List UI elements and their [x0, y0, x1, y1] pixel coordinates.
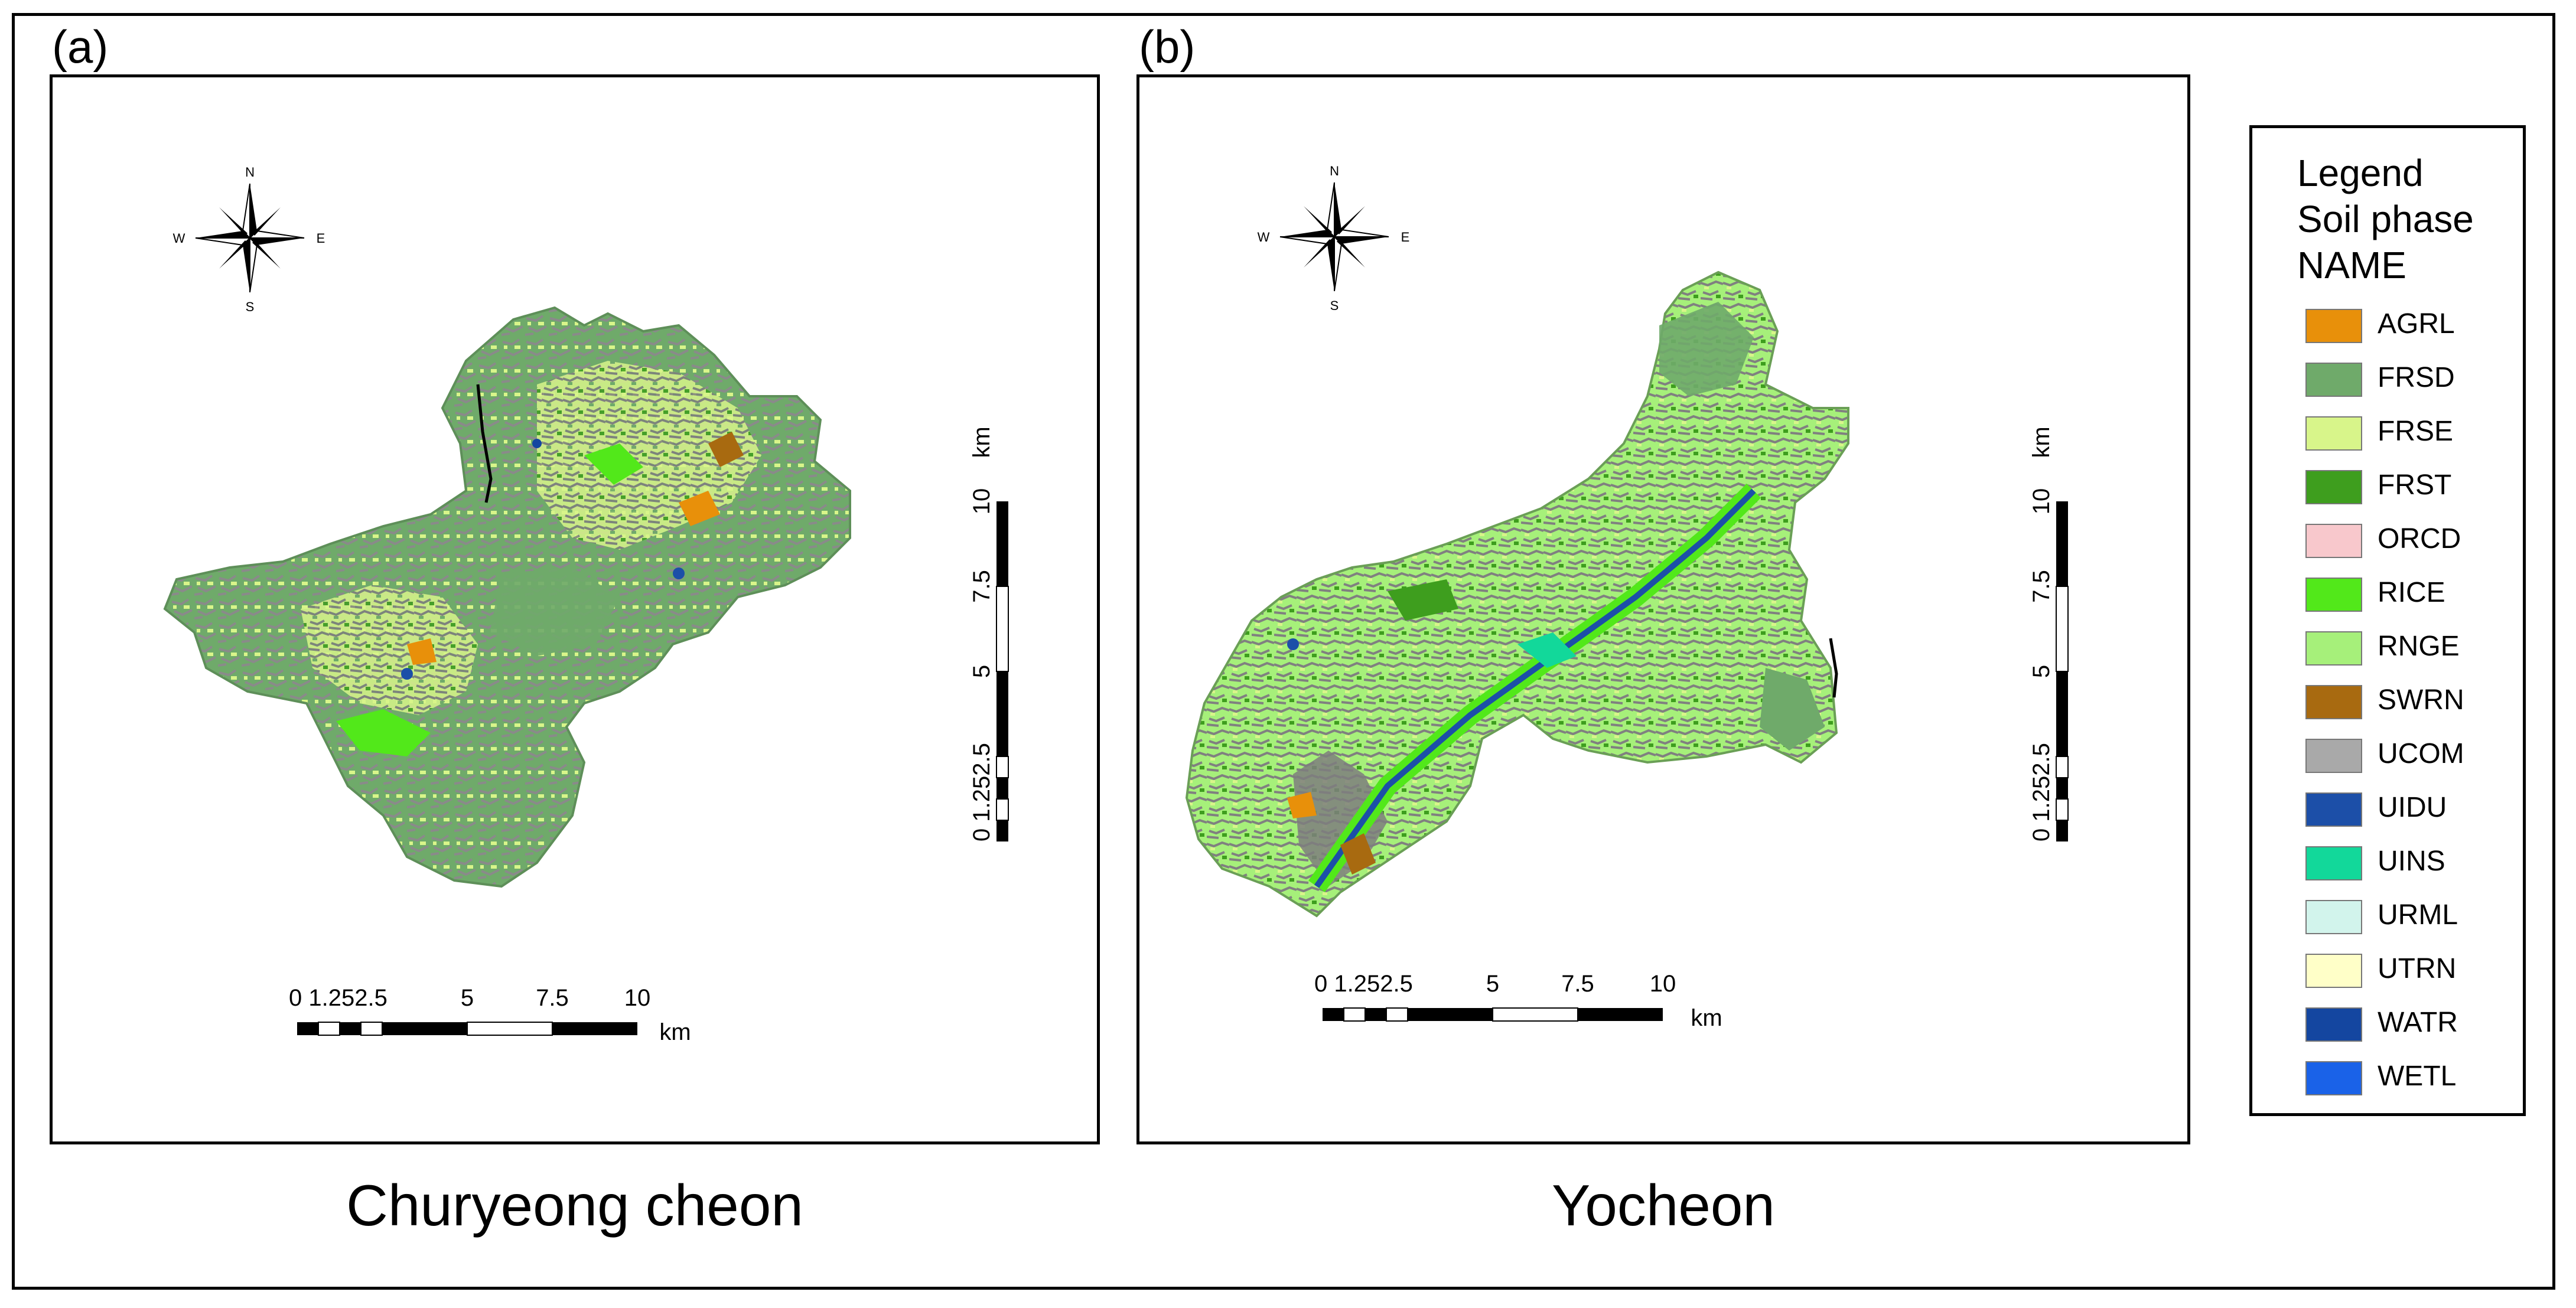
legend-swatch [2305, 1061, 2362, 1095]
hscale-b-10: 10 [1650, 971, 1676, 997]
vscale-a-low: 0 1.252.5 [969, 743, 995, 841]
vscale-b-7-5: 7.5 [2028, 570, 2054, 603]
legend-label: RNGE [2378, 631, 2460, 662]
legend-item: UINS [2305, 844, 2518, 884]
legend: Legend Soil phase NAME AGRL FRSD FRSE FRST O… [2249, 125, 2526, 1116]
legend-label: UINS [2378, 846, 2445, 877]
vscale-b-low: 0 1.252.5 [2028, 743, 2054, 841]
map-frame-churyeong: N S E W [50, 74, 1100, 1144]
legend-swatch [2305, 524, 2362, 558]
legend-swatch [2305, 739, 2362, 773]
legend-label: UTRN [2378, 953, 2457, 984]
vscale-a-unit: km [969, 426, 995, 458]
hscale-a-10: 10 [624, 985, 651, 1011]
legend-label: URML [2378, 899, 2458, 931]
legend-label: UCOM [2378, 738, 2464, 769]
legend-swatch [2305, 363, 2362, 397]
vscale-b-unit: km [2028, 426, 2054, 458]
legend-label: UIDU [2378, 792, 2447, 823]
vscale-a-10: 10 [969, 488, 995, 515]
legend-item: URML [2305, 898, 2518, 938]
legend-field-name: NAME [2297, 244, 2406, 286]
hscale-a-unit: km [659, 1019, 691, 1045]
legend-label: WETL [2378, 1061, 2457, 1092]
legend-item: RNGE [2305, 629, 2518, 669]
legend-swatch [2305, 846, 2362, 880]
hscale-b-low: 0 1.252.5 [1314, 971, 1413, 997]
legend-label: ORCD [2378, 523, 2461, 554]
legend-swatch [2305, 954, 2362, 988]
legend-swatch [2305, 1007, 2362, 1042]
caption-churyeong: Churyeong cheon [346, 1173, 803, 1238]
legend-label: WATR [2378, 1007, 2458, 1038]
legend-swatch [2305, 309, 2362, 343]
caption-yocheon: Yocheon [1552, 1173, 1775, 1238]
vertical-scale-bar-a: 0 1.252.5 5 7.5 10 km [969, 426, 1009, 841]
legend-item: WETL [2305, 1059, 2518, 1099]
legend-item: FRSE [2305, 414, 2518, 454]
hscale-b-5: 5 [1486, 971, 1499, 997]
legend-item: ORCD [2305, 521, 2518, 562]
legend-item: WATR [2305, 1005, 2518, 1045]
legend-item: FRST [2305, 468, 2518, 508]
legend-swatch [2305, 792, 2362, 827]
legend-item: FRSD [2305, 360, 2518, 400]
hscale-b-7-5: 7.5 [1561, 971, 1594, 997]
vertical-scale-bar-b: 0 1.252.5 5 7.5 10 km [2028, 426, 2069, 841]
compass-s: S [1330, 298, 1339, 313]
vscale-b-10: 10 [2028, 488, 2054, 515]
compass-w: W [173, 231, 185, 246]
compass-n: N [1330, 164, 1339, 178]
map-yocheon: N S E W [1185, 164, 2069, 1031]
legend-label: SWRN [2378, 684, 2464, 716]
legend-subtitle: Soil phase [2297, 198, 2474, 240]
vscale-b-5: 5 [2028, 665, 2054, 678]
legend-item: RICE [2305, 575, 2518, 615]
legend-label: RICE [2378, 577, 2445, 608]
horizontal-scale-bar-b: 0 1.252.5 5 7.5 10 km [1314, 971, 1722, 1031]
compass-n: N [245, 165, 255, 180]
legend-swatch [2305, 900, 2362, 934]
hscale-b-unit: km [1691, 1005, 1722, 1031]
compass-w: W [1258, 230, 1270, 244]
legend-item: AGRL [2305, 306, 2518, 347]
compass-e: E [1401, 230, 1410, 244]
compass-rose-b: N S E W [1258, 164, 1410, 313]
legend-swatch [2305, 631, 2362, 666]
figure-border [12, 13, 2555, 1290]
legend-label: FRSE [2378, 416, 2454, 447]
legend-title: Legend [2297, 152, 2424, 194]
panel-a-label: (a) [52, 21, 109, 73]
panel-b-label: (b) [1139, 21, 1196, 73]
legend-swatch [2305, 470, 2362, 504]
map-churyeong: N S E W [163, 165, 1009, 1045]
legend-swatch [2305, 578, 2362, 612]
hscale-a-5: 5 [461, 985, 474, 1011]
watershed-yocheon [1185, 270, 1849, 918]
legend-label: FRST [2378, 469, 2452, 501]
hscale-a-low: 0 1.252.5 [289, 985, 387, 1011]
horizontal-scale-bar-a: 0 1.252.5 5 7.5 10 km [289, 985, 691, 1045]
legend-item: SWRN [2305, 683, 2518, 723]
legend-label: FRSD [2378, 362, 2455, 393]
compass-e: E [317, 231, 325, 246]
legend-swatch [2305, 416, 2362, 451]
legend-swatch [2305, 685, 2362, 719]
compass-rose-a: N S E W [173, 165, 325, 314]
legend-item: UTRN [2305, 951, 2518, 991]
legend-item: UIDU [2305, 790, 2518, 830]
vscale-a-7-5: 7.5 [969, 570, 995, 603]
vscale-a-5: 5 [969, 665, 995, 678]
map-frame-yocheon: N S E W [1136, 74, 2190, 1144]
hscale-a-7-5: 7.5 [536, 985, 569, 1011]
legend-label: AGRL [2378, 308, 2455, 340]
legend-item: UCOM [2305, 736, 2518, 777]
compass-s: S [246, 299, 255, 314]
watershed-churyeong [163, 306, 851, 888]
